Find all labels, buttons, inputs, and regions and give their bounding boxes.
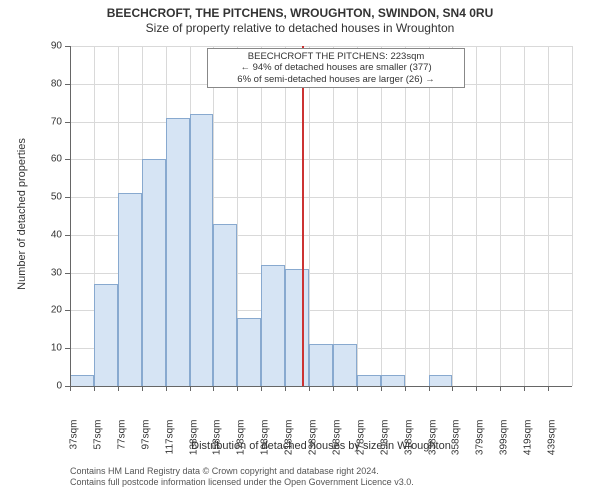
- x-tick-label: 379sqm: [475, 420, 486, 470]
- x-tick-label: 37sqm: [69, 420, 80, 470]
- gridline: [357, 46, 358, 386]
- title-line-2: Size of property relative to detached ho…: [0, 21, 600, 36]
- x-tick: [548, 386, 549, 391]
- histogram-bar: [70, 375, 94, 386]
- title-block: BEECHCROFT, THE PITCHENS, WROUGHTON, SWI…: [0, 6, 600, 36]
- y-tick-label: 0: [0, 381, 62, 392]
- y-tick-label: 40: [0, 229, 62, 240]
- x-tick: [213, 386, 214, 391]
- gridline: [309, 46, 310, 386]
- x-tick: [452, 386, 453, 391]
- callout-line: 6% of semi-detached houses are larger (2…: [212, 74, 460, 85]
- x-tick: [524, 386, 525, 391]
- x-tick: [405, 386, 406, 391]
- x-tick-label: 138sqm: [188, 420, 199, 470]
- gridline: [381, 46, 382, 386]
- gridline: [452, 46, 453, 386]
- x-tick-label: 97sqm: [140, 420, 151, 470]
- x-tick: [94, 386, 95, 391]
- gridline: [476, 46, 477, 386]
- x-tick: [190, 386, 191, 391]
- x-tick: [476, 386, 477, 391]
- x-tick-label: 419sqm: [523, 420, 534, 470]
- histogram-bar: [118, 193, 142, 386]
- plot-area: BEECHCROFT THE PITCHENS: 223sqm← 94% of …: [70, 46, 572, 386]
- y-tick-label: 70: [0, 116, 62, 127]
- y-tick-label: 60: [0, 154, 62, 165]
- y-tick-label: 20: [0, 305, 62, 316]
- x-tick-label: 57sqm: [92, 420, 103, 470]
- histogram-bar: [142, 159, 166, 386]
- x-tick-label: 218sqm: [284, 420, 295, 470]
- histogram-bar: [381, 375, 405, 386]
- histogram-bar: [213, 224, 237, 386]
- x-tick: [309, 386, 310, 391]
- histogram-bar: [166, 118, 190, 386]
- chart-container: BEECHCROFT, THE PITCHENS, WROUGHTON, SWI…: [0, 0, 600, 500]
- x-tick-label: 399sqm: [499, 420, 510, 470]
- x-tick: [142, 386, 143, 391]
- x-tick-label: 178sqm: [236, 420, 247, 470]
- gridline: [548, 46, 549, 386]
- histogram-bar: [94, 284, 118, 386]
- histogram-bar: [357, 375, 381, 386]
- attribution-line-2: Contains full postcode information licen…: [70, 477, 414, 488]
- y-axis-line: [70, 46, 71, 386]
- reference-line: [302, 46, 304, 386]
- x-tick-label: 198sqm: [260, 420, 271, 470]
- x-tick-label: 298sqm: [379, 420, 390, 470]
- gridline: [70, 122, 572, 123]
- x-tick: [429, 386, 430, 391]
- gridline: [429, 46, 430, 386]
- x-tick: [70, 386, 71, 391]
- y-tick-label: 50: [0, 192, 62, 203]
- callout-box: BEECHCROFT THE PITCHENS: 223sqm← 94% of …: [207, 48, 465, 88]
- x-tick-label: 77sqm: [116, 420, 127, 470]
- histogram-bar: [237, 318, 261, 386]
- x-tick: [118, 386, 119, 391]
- x-tick-label: 439sqm: [547, 420, 558, 470]
- x-tick-label: 278sqm: [355, 420, 366, 470]
- x-tick-label: 318sqm: [403, 420, 414, 470]
- x-tick-label: 238sqm: [308, 420, 319, 470]
- x-tick-label: 258sqm: [331, 420, 342, 470]
- histogram-bar: [333, 344, 357, 386]
- x-tick: [381, 386, 382, 391]
- x-tick: [333, 386, 334, 391]
- histogram-bar: [429, 375, 453, 386]
- gridline: [572, 46, 573, 386]
- x-tick: [237, 386, 238, 391]
- y-tick-label: 10: [0, 343, 62, 354]
- x-tick-label: 158sqm: [212, 420, 223, 470]
- x-tick: [500, 386, 501, 391]
- y-tick-label: 90: [0, 41, 62, 52]
- gridline: [405, 46, 406, 386]
- gridline: [70, 46, 572, 47]
- x-tick: [285, 386, 286, 391]
- x-tick: [357, 386, 358, 391]
- y-tick-label: 30: [0, 267, 62, 278]
- gridline: [500, 46, 501, 386]
- callout-line: BEECHCROFT THE PITCHENS: 223sqm: [212, 51, 460, 62]
- histogram-bar: [285, 269, 309, 386]
- histogram-bar: [261, 265, 285, 386]
- x-tick: [166, 386, 167, 391]
- x-tick: [261, 386, 262, 391]
- y-axis-title: Number of detached properties: [16, 44, 28, 384]
- x-tick-label: 117sqm: [164, 420, 175, 470]
- x-axis-line: [70, 386, 572, 387]
- histogram-bar: [190, 114, 214, 386]
- x-tick-label: 338sqm: [427, 420, 438, 470]
- callout-line: ← 94% of detached houses are smaller (37…: [212, 62, 460, 73]
- y-tick-label: 80: [0, 78, 62, 89]
- histogram-bar: [309, 344, 333, 386]
- x-tick-label: 358sqm: [451, 420, 462, 470]
- gridline: [333, 46, 334, 386]
- gridline: [524, 46, 525, 386]
- title-line-1: BEECHCROFT, THE PITCHENS, WROUGHTON, SWI…: [0, 6, 600, 21]
